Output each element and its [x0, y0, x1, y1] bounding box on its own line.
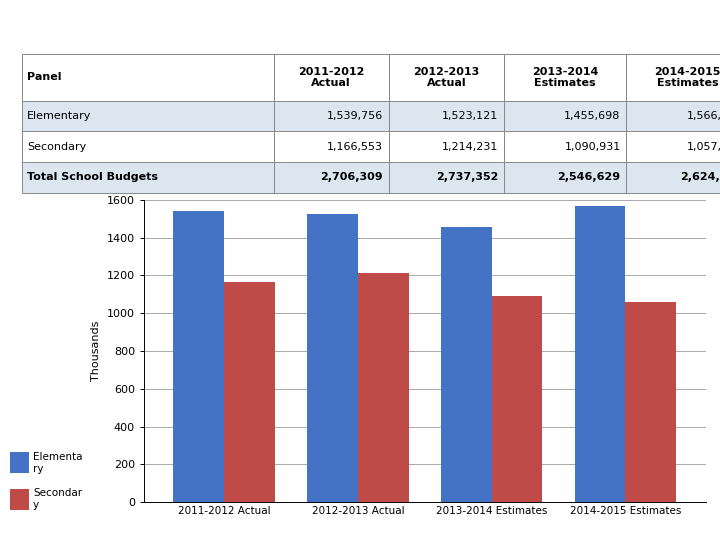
- Bar: [626, 302, 676, 502]
- Bar: [389, 54, 504, 100]
- Bar: [389, 162, 504, 192]
- Bar: [504, 162, 626, 192]
- Text: 2011-2012
Actual: 2011-2012 Actual: [298, 66, 364, 88]
- Text: Elementary: Elementary: [27, 111, 91, 121]
- Bar: [274, 100, 389, 131]
- Bar: [10, 489, 30, 510]
- Bar: [358, 273, 409, 502]
- Text: 2014-2015
Estimates: 2014-2015 Estimates: [654, 66, 720, 88]
- Bar: [389, 131, 504, 162]
- Bar: [389, 100, 504, 131]
- Text: Secondary: Secondary: [27, 141, 86, 152]
- Text: Total School Budgets: Total School Budgets: [27, 172, 158, 182]
- Bar: [174, 211, 224, 502]
- Bar: [626, 54, 720, 100]
- Bar: [492, 296, 542, 502]
- Bar: [224, 282, 275, 502]
- Text: 1,090,931: 1,090,931: [564, 141, 621, 152]
- Text: 2012-2013
Actual: 2012-2013 Actual: [413, 66, 480, 88]
- Bar: [504, 131, 626, 162]
- Bar: [575, 206, 626, 502]
- Text: Learning Services: School Budgets: Learning Services: School Budgets: [9, 13, 552, 41]
- Bar: [307, 214, 358, 502]
- Text: 1,057,962: 1,057,962: [687, 141, 720, 152]
- Text: 1,523,121: 1,523,121: [442, 111, 498, 121]
- Text: 1,539,756: 1,539,756: [327, 111, 383, 121]
- Bar: [22, 100, 274, 131]
- Text: 1,566,243: 1,566,243: [687, 111, 720, 121]
- Text: 1,166,553: 1,166,553: [327, 141, 383, 152]
- Text: 2,546,629: 2,546,629: [557, 172, 621, 182]
- Text: 2,737,352: 2,737,352: [436, 172, 498, 182]
- Text: Elementa
ry: Elementa ry: [33, 452, 83, 474]
- Bar: [22, 54, 274, 100]
- Bar: [626, 162, 720, 192]
- Text: 2,624,205: 2,624,205: [680, 172, 720, 182]
- Text: Panel: Panel: [27, 72, 62, 82]
- Text: 1,214,231: 1,214,231: [442, 141, 498, 152]
- Bar: [626, 100, 720, 131]
- Bar: [274, 54, 389, 100]
- Bar: [274, 162, 389, 192]
- Bar: [504, 100, 626, 131]
- Text: Secondar
y: Secondar y: [33, 488, 82, 510]
- Bar: [441, 227, 492, 502]
- Bar: [22, 131, 274, 162]
- Text: 2013-2014
Estimates: 2013-2014 Estimates: [532, 66, 598, 88]
- Y-axis label: Thousands: Thousands: [91, 321, 102, 381]
- Bar: [10, 453, 30, 474]
- Text: 2,706,309: 2,706,309: [320, 172, 383, 182]
- Bar: [22, 162, 274, 192]
- Bar: [626, 131, 720, 162]
- Bar: [504, 54, 626, 100]
- Bar: [274, 131, 389, 162]
- Text: 1,455,698: 1,455,698: [564, 111, 621, 121]
